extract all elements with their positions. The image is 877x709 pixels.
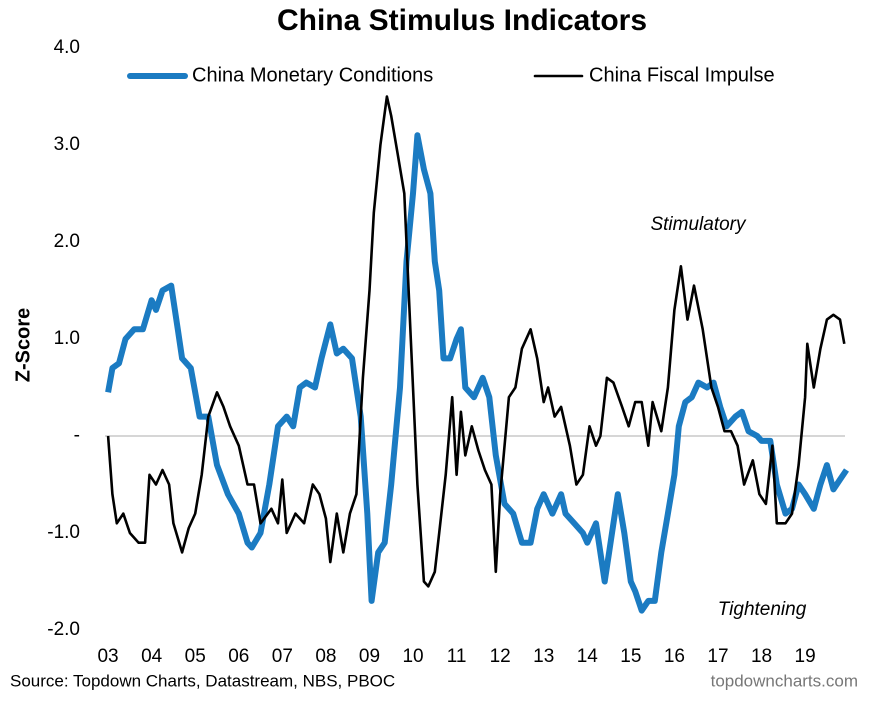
x-tick-label: 14 — [577, 646, 599, 667]
x-tick-label: 16 — [664, 646, 685, 667]
x-tick-label: 08 — [315, 646, 336, 667]
legend-label: China Monetary Conditions — [192, 64, 433, 86]
y-tick-label: 2.0 — [54, 231, 80, 252]
x-tick-label: 18 — [751, 646, 772, 667]
annotation: Tightening — [718, 599, 807, 620]
y-tick-label: 1.0 — [54, 328, 80, 349]
annotation: Stimulatory — [650, 214, 747, 235]
x-tick-label: 17 — [707, 646, 728, 667]
legend-label: China Fiscal Impulse — [589, 64, 775, 86]
x-tick-label: 06 — [228, 646, 249, 667]
source-note: Source: Topdown Charts, Datastream, NBS,… — [10, 671, 395, 690]
y-tick-label: -1.0 — [47, 522, 80, 543]
x-tick-label: 12 — [490, 646, 511, 667]
x-tick-label: 04 — [141, 646, 163, 667]
series-line — [105, 132, 849, 614]
x-tick-label: 07 — [272, 646, 293, 667]
y-tick-label: -2.0 — [47, 619, 80, 640]
x-tick-label: 11 — [447, 646, 467, 667]
x-tick-label: 10 — [402, 646, 423, 667]
x-tick-label: 19 — [795, 646, 816, 667]
x-tick-label: 05 — [185, 646, 206, 667]
x-tick-label: 13 — [533, 646, 554, 667]
y-axis-label: Z-Score — [12, 308, 34, 382]
y-tick-label: 4.0 — [54, 37, 80, 58]
y-tick-label: 3.0 — [54, 134, 80, 155]
x-tick-label: 03 — [97, 646, 118, 667]
y-tick-label: - — [74, 425, 80, 446]
watermark: topdowncharts.com — [711, 671, 858, 690]
x-tick-label: 09 — [359, 646, 380, 667]
x-tick-label: 15 — [620, 646, 641, 667]
chart-title: China Stimulus Indicators — [277, 4, 647, 37]
series-line — [106, 95, 846, 588]
